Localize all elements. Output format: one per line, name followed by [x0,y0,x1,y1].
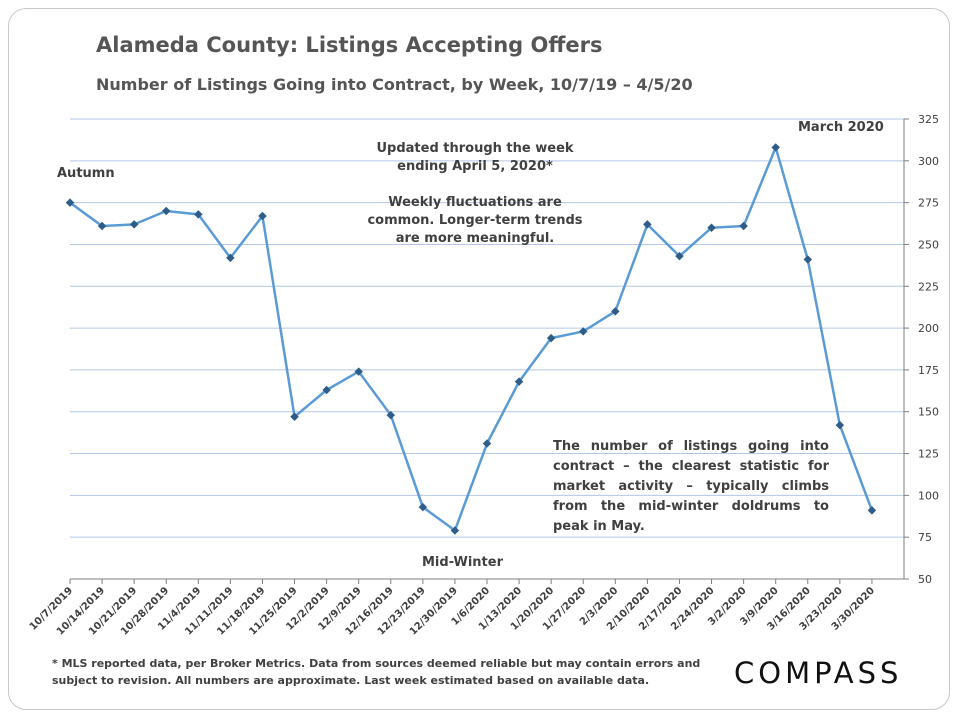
data-point [97,221,107,231]
data-point [482,439,492,448]
y-tick-label: 175 [918,364,939,377]
y-tick-labels: 50 75 100 125 150 175 200 225 250 275 300 325 [918,113,939,586]
y-tick-label: 300 [918,155,939,168]
footnote: * MLS reported data, per Broker Metrics.… [52,657,701,687]
annotation-mid-winter: Mid-Winter [422,555,504,570]
chart-subtitle: Number of Listings Going into Contract, … [96,75,693,94]
y-tick-label: 275 [918,197,939,210]
data-point [803,255,813,264]
y-tick-label: 225 [918,280,939,293]
data-point [835,420,845,430]
data-point [867,506,877,515]
x-tick-labels: 10/7/201910/14/201910/21/201910/28/20191… [28,579,877,638]
data-point [65,198,75,207]
data-point [258,211,267,221]
series-line [69,146,874,532]
data-point [354,367,363,376]
data-point [129,220,139,229]
y-tick-label: 150 [918,406,939,419]
y-tick-label: 75 [918,531,932,544]
data-point [386,410,396,420]
annotation-autumn: Autumn [57,166,115,181]
chart-title: Alameda County: Listings Accepting Offer… [96,33,603,57]
y-tick-label: 50 [918,573,932,586]
data-point [226,253,235,263]
gridlines [70,118,909,580]
data-point [450,526,460,535]
market-activity-note: The number of listings going into contra… [553,439,829,534]
data-point [611,307,620,316]
data-point [194,210,203,219]
updated-note: Updated through the week ending April 5,… [365,140,585,266]
data-point [739,221,748,231]
annotation-march-2020: March 2020 [798,120,884,135]
data-point [290,412,299,421]
data-point [161,206,171,216]
data-point [771,143,780,152]
data-point [418,502,428,512]
compass-logo: COMPASS [734,656,903,690]
y-tick-label: 125 [918,448,939,461]
data-markers [65,143,877,535]
data-point [322,385,331,395]
data-point [546,333,556,343]
data-point [514,377,524,386]
y-tick-label: 200 [918,322,939,335]
data-point [578,327,588,336]
y-tick-label: 250 [918,238,939,251]
slide-frame [8,8,950,710]
updated-note-line2: Weekly fluctuations are common. Longer-t… [367,195,583,246]
updated-note-line1: Updated through the week ending April 5,… [376,141,574,174]
y-tick-label: 325 [918,113,939,126]
y-tick-label: 100 [918,489,939,502]
series-line-path [69,146,874,532]
